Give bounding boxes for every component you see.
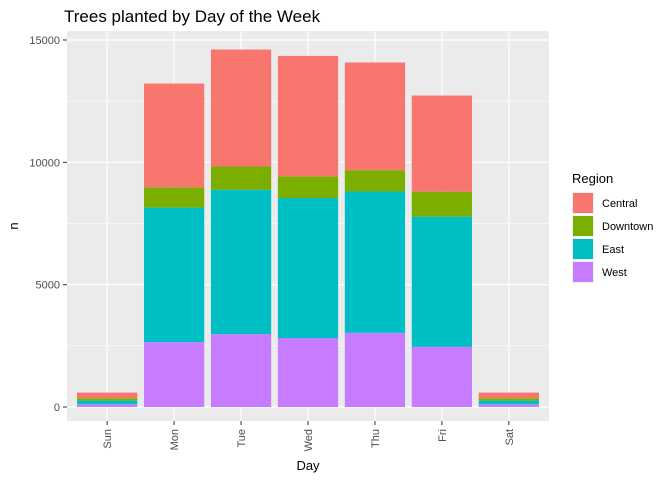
bar-east-sat [478, 400, 539, 405]
x-tick-label: Thu [370, 429, 382, 448]
x-tick-label: Fri [437, 429, 449, 442]
bar-central-thu [344, 62, 406, 171]
axes: 0 5000 10000 15000 Sun Mon Tue Wed Thu Fri Sat [29, 35, 515, 451]
bar-east-fri [411, 216, 473, 347]
bar-downtown-thu [344, 170, 406, 192]
bar-downtown-mon [143, 187, 205, 208]
x-tick-label: Sun [102, 429, 114, 449]
y-tick-label: 5000 [36, 280, 60, 292]
bar-central-mon [143, 83, 205, 188]
y-tick-label: 10000 [29, 157, 60, 169]
legend-label-west: West [602, 267, 627, 279]
legend: Region Central Downtown East West [572, 171, 653, 283]
x-tick-label: Mon [169, 429, 181, 450]
y-tick-label: 0 [54, 402, 60, 414]
bar-downtown-sun [77, 398, 138, 401]
bar-west-sat [478, 404, 539, 407]
bar-west-sun [77, 404, 138, 407]
x-axis-label: Day [296, 458, 320, 473]
legend-swatch-central [573, 193, 593, 213]
bar-west-wed [277, 338, 339, 407]
x-tick-label: Wed [303, 429, 315, 451]
legend-label-central: Central [602, 198, 637, 210]
bar-downtown-wed [277, 176, 339, 199]
chart-title: Trees planted by Day of the Week [64, 7, 321, 26]
legend-title: Region [572, 171, 613, 186]
bar-west-mon [143, 342, 205, 407]
y-tick-label: 15000 [29, 35, 60, 47]
bar-west-fri [411, 346, 473, 407]
bar-downtown-sat [478, 398, 539, 401]
legend-swatch-west [573, 262, 593, 282]
bar-east-wed [277, 198, 339, 339]
bar-central-tue [210, 49, 272, 167]
bar-central-sat [478, 392, 539, 399]
bar-east-tue [210, 189, 272, 335]
bar-central-sun [77, 392, 138, 399]
bars [77, 49, 539, 407]
bar-east-mon [143, 207, 205, 343]
legend-swatch-east [573, 239, 593, 259]
y-axis-label: n [6, 222, 21, 229]
bar-east-sun [77, 400, 138, 405]
x-tick-label: Sat [504, 429, 516, 446]
legend-swatch-downtown [573, 216, 593, 236]
bar-east-thu [344, 191, 406, 333]
x-tick-label: Tue [236, 429, 248, 448]
bar-central-wed [277, 55, 339, 177]
bar-central-fri [411, 95, 473, 192]
legend-label-east: East [602, 244, 624, 256]
bar-west-tue [210, 334, 272, 407]
legend-label-downtown: Downtown [602, 221, 653, 233]
bar-downtown-fri [411, 191, 473, 217]
bar-downtown-tue [210, 166, 272, 190]
bar-west-thu [344, 332, 406, 407]
